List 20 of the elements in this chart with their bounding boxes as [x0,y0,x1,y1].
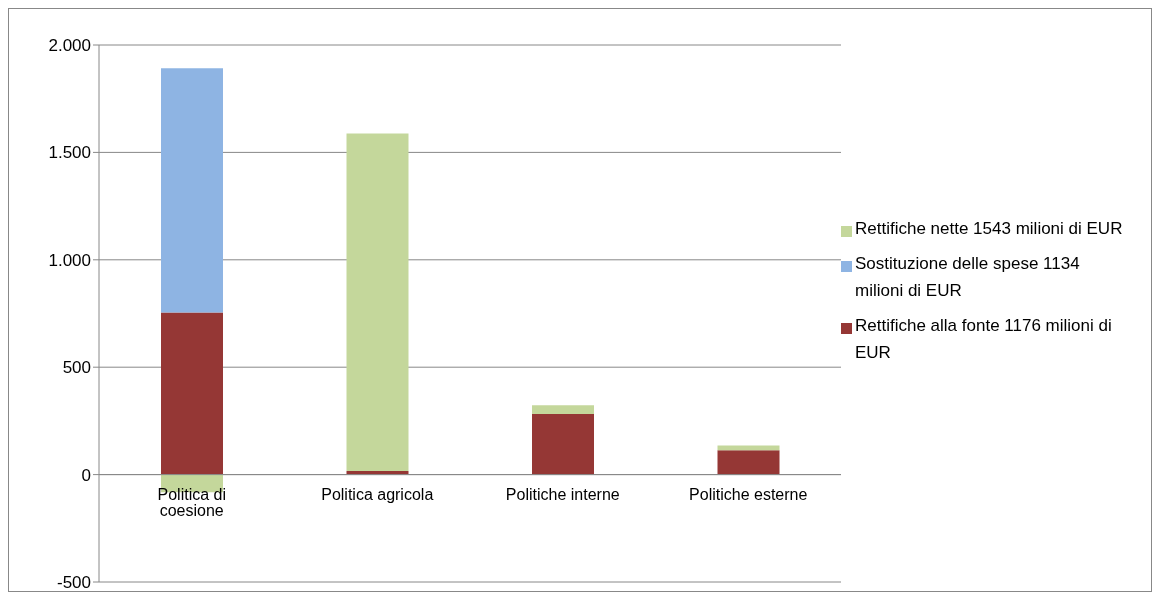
bar [717,445,780,451]
x-tick-label: Politiche esterne [689,485,808,503]
bar [161,312,223,475]
y-tick-label: 1.500 [48,143,91,163]
bar [346,133,409,471]
y-tick-label: 500 [62,358,91,378]
bar [717,450,780,475]
x-tick-label: Politica di coesione [157,485,226,519]
y-tick-label: -500 [56,573,91,593]
legend-label: Sostituzione delle spese 1134 milioni di EUR [855,252,1081,302]
bar [161,68,223,313]
bar [532,414,594,475]
y-tick-label: 2.000 [48,36,91,56]
x-tick-label: Politiche interne [505,485,620,503]
x-tick-label: Politica agricola [321,485,434,503]
y-tick-label: 1.000 [48,250,91,270]
bar [532,405,594,415]
y-tick-label: 0 [81,465,91,485]
legend-label: Rettifiche nette 1543 milioni di EUR [855,217,1123,240]
legend-label: Rettifiche alla fonte 1176 milioni di EUR [855,314,1113,364]
